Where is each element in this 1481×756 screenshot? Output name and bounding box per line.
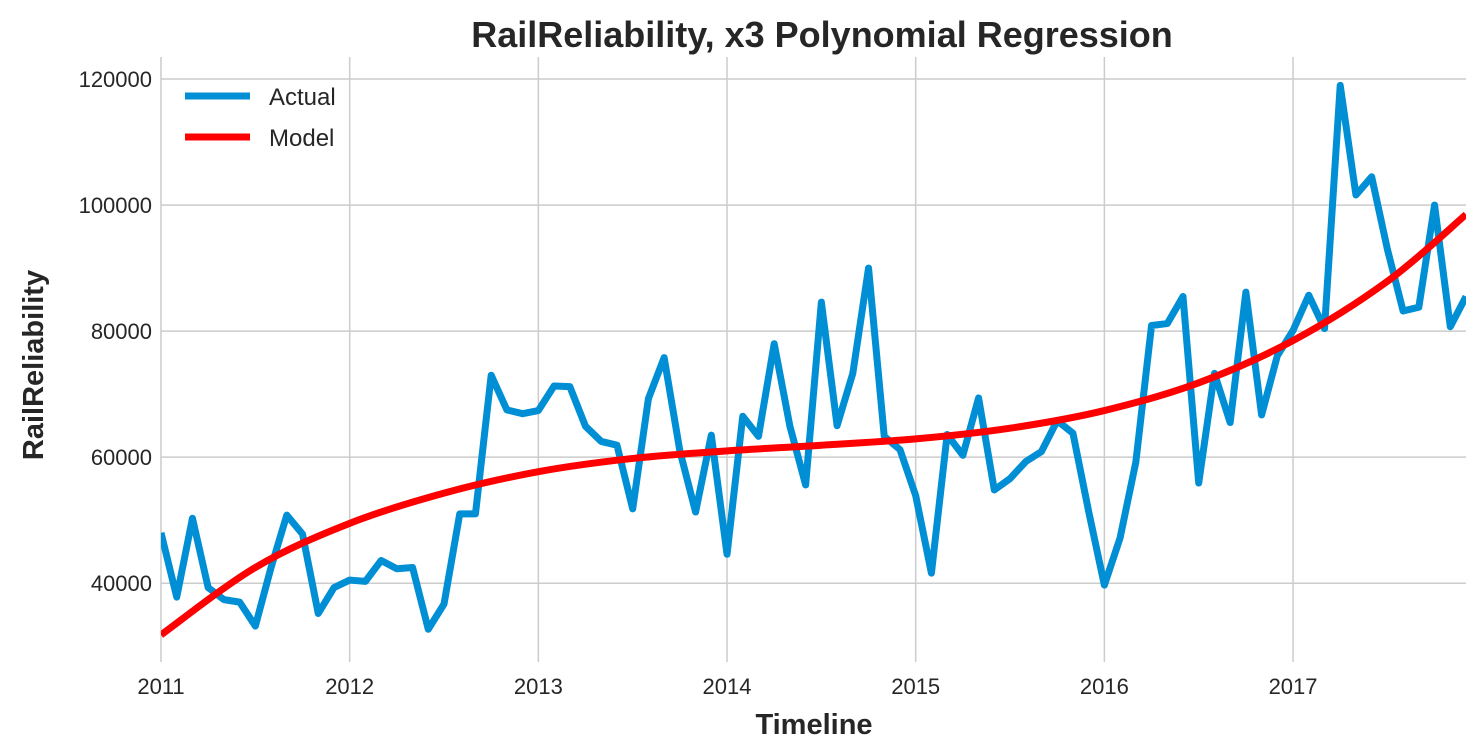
series-line-model [161,211,1466,638]
y-tick-label: 60000 [91,445,152,470]
x-tick-label: 2014 [703,674,752,699]
legend-label-model: Model [269,125,334,152]
series-line-actual [161,81,1466,633]
x-tick-label: 2016 [1080,674,1129,699]
x-tick-label: 2012 [325,674,374,699]
x-tick-label: 2017 [1269,674,1318,699]
y-tick-label: 120000 [79,67,152,92]
y-tick-label: 100000 [79,193,152,218]
chart-title: RailReliability, x3 Polynomial Regressio… [471,14,1173,55]
x-axis-title: Timeline [755,709,872,741]
y-tick-label: 80000 [91,319,152,344]
x-tick-label: 2015 [891,674,940,699]
y-tick-label: 40000 [91,571,152,596]
x-tick-label: 2011 [137,674,184,699]
legend: Actual Model [185,84,336,152]
legend-label-actual: Actual [269,84,336,111]
x-tick-label: 2013 [514,674,563,699]
y-axis-title: RailReliability [18,270,50,460]
tick-labels: 2011 2012 2013 2014 2015 2016 2017 40000 60000 80… [79,67,1318,699]
plot-area [161,81,1466,638]
